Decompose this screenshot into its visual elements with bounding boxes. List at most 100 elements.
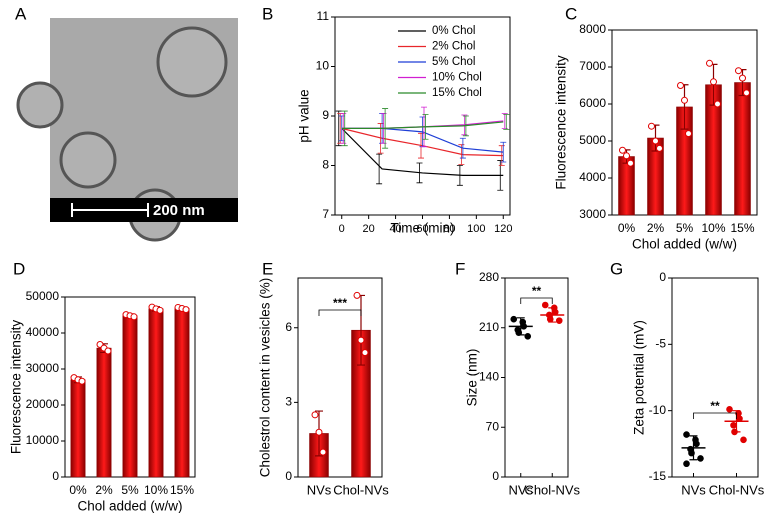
y-tick-label: 10: [316, 59, 330, 73]
y-tick-label: 3: [285, 395, 292, 409]
micrograph: [16, 18, 238, 242]
data-point: [78, 377, 86, 385]
y-tick-label: -10: [649, 403, 667, 417]
y-tick-label: 10000: [26, 433, 60, 447]
x-tick-label: 60: [416, 223, 428, 235]
data-point: [357, 336, 365, 344]
plot-frame: [504, 277, 569, 478]
bar: [122, 315, 138, 478]
y-axis-label: Fluorescence intensity: [9, 320, 24, 455]
y-tick-label: 5000: [579, 133, 606, 147]
data-point: [555, 317, 563, 324]
x-tick-label: NVs: [681, 482, 706, 497]
legend-label: 5% Chol: [432, 56, 475, 68]
x-tick-label: 5%: [121, 483, 139, 497]
data-point: [683, 431, 690, 438]
data-point: [520, 323, 528, 330]
data-point: [361, 349, 369, 357]
bar: [148, 308, 164, 478]
data-point: [739, 74, 746, 82]
data-point: [515, 329, 523, 337]
y-tick-label: 3000: [579, 207, 606, 221]
y-tick-label: 7: [322, 207, 329, 221]
data-point: [510, 315, 518, 323]
significance-label: **: [710, 399, 720, 413]
data-point: [693, 440, 700, 448]
x-axis-label: Time (min): [391, 221, 455, 236]
y-tick-label: 8000: [579, 22, 606, 36]
significance-bracket: [520, 297, 553, 304]
data-point: [656, 144, 663, 152]
data-point: [546, 315, 554, 323]
error-bar: [422, 114, 429, 140]
x-tick-label: 15%: [730, 221, 754, 235]
significance-bracket: [693, 412, 737, 419]
panel-label: E: [262, 259, 273, 278]
x-axis-label: Chol added (w/w): [77, 499, 182, 513]
y-tick-label: 6: [285, 320, 292, 334]
legend-label: 2% Chol: [432, 41, 475, 53]
error-bar: [501, 113, 508, 129]
data-point: [710, 78, 717, 86]
x-tick-label: 0%: [618, 221, 636, 235]
data-point: [743, 89, 750, 97]
bar: [734, 82, 751, 216]
scale-bar-label: 200 nm: [153, 202, 205, 219]
x-tick-label: 10%: [701, 221, 725, 235]
error-bar: [456, 165, 463, 186]
y-tick-label: 20000: [26, 397, 60, 411]
data-point: [104, 347, 112, 355]
y-tick-label: 140: [479, 370, 499, 384]
y-tick-label: 0: [492, 469, 499, 483]
data-point: [683, 460, 690, 468]
legend-label: 0% Chol: [432, 25, 475, 37]
panel-label: D: [13, 259, 25, 278]
panel-label: F: [455, 259, 465, 278]
data-point: [685, 130, 692, 138]
error-bar: [382, 108, 389, 149]
panel-label: C: [565, 4, 577, 23]
x-tick-label: NVs: [307, 482, 332, 497]
y-tick-label: 6000: [579, 96, 606, 110]
data-point: [677, 82, 684, 89]
data-point: [627, 159, 634, 167]
data-point: [652, 137, 659, 145]
plot-frame: [671, 277, 759, 478]
data-point: [130, 313, 138, 321]
data-point: [714, 100, 721, 108]
error-bar: [503, 114, 510, 130]
data-point: [681, 96, 688, 104]
data-point: [311, 411, 319, 419]
error-bar: [418, 132, 424, 159]
data-point: [551, 308, 559, 316]
series-line: [341, 121, 504, 129]
error-bar: [376, 153, 383, 185]
error-bar: [341, 110, 348, 147]
error-bar: [462, 115, 469, 137]
data-point: [156, 306, 164, 314]
bar: [174, 308, 190, 478]
x-tick-label: 5%: [676, 221, 694, 235]
panel-label: G: [610, 259, 623, 278]
data-point: [735, 67, 742, 75]
x-tick-label: 2%: [95, 483, 113, 497]
x-tick-label: 120: [494, 223, 512, 235]
data-point: [736, 415, 743, 422]
y-tick-label: 280: [479, 270, 499, 284]
y-axis-label: Size (nm): [465, 349, 480, 407]
y-axis-label: Zeta potential (mV): [632, 320, 647, 435]
x-tick-label: 40: [389, 223, 401, 235]
y-tick-label: 0: [52, 469, 59, 483]
y-axis-label: pH value: [297, 89, 312, 142]
y-tick-label: 0: [659, 270, 666, 284]
x-tick-label: 15%: [170, 483, 194, 497]
y-tick-label: 30000: [26, 361, 60, 375]
y-tick-label: -15: [649, 469, 667, 483]
data-point: [726, 406, 733, 413]
error-bar: [335, 110, 342, 147]
x-tick-label: 0%: [69, 483, 87, 497]
data-point: [740, 436, 747, 444]
x-tick-label: 0: [339, 223, 345, 235]
panel-label: A: [15, 4, 27, 23]
panel-label: B: [262, 4, 273, 23]
